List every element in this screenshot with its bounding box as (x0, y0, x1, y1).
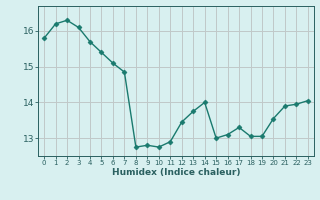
X-axis label: Humidex (Indice chaleur): Humidex (Indice chaleur) (112, 168, 240, 177)
